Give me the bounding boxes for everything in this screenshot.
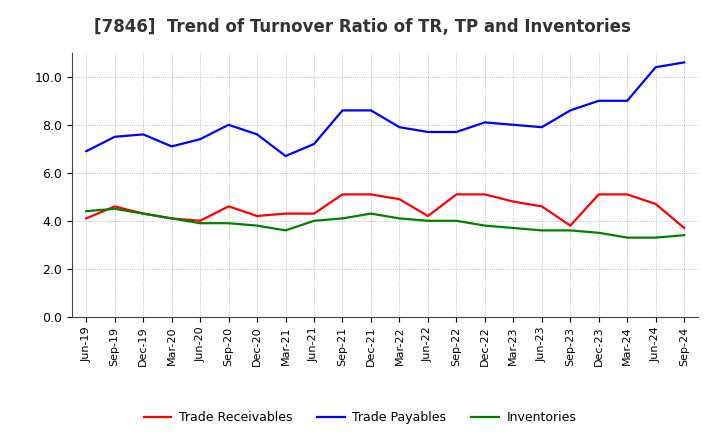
Inventories <box>82 209 91 214</box>
Trade Receivables <box>310 211 318 216</box>
Inventories <box>139 211 148 216</box>
Trade Payables <box>338 108 347 113</box>
Inventories <box>338 216 347 221</box>
Trade Payables <box>595 98 603 103</box>
Inventories <box>110 206 119 212</box>
Trade Receivables <box>282 211 290 216</box>
Trade Payables <box>480 120 489 125</box>
Inventories <box>366 211 375 216</box>
Inventories <box>282 228 290 233</box>
Trade Receivables <box>452 192 461 197</box>
Inventories <box>452 218 461 224</box>
Trade Receivables <box>196 218 204 224</box>
Inventories <box>480 223 489 228</box>
Trade Payables <box>225 122 233 128</box>
Trade Payables <box>110 134 119 139</box>
Trade Receivables <box>566 223 575 228</box>
Inventories <box>253 223 261 228</box>
Inventories <box>395 216 404 221</box>
Trade Receivables <box>595 192 603 197</box>
Trade Receivables <box>253 213 261 219</box>
Trade Receivables <box>652 202 660 207</box>
Inventories <box>680 233 688 238</box>
Trade Receivables <box>225 204 233 209</box>
Trade Payables <box>253 132 261 137</box>
Trade Payables <box>537 125 546 130</box>
Trade Payables <box>395 125 404 130</box>
Inventories <box>167 216 176 221</box>
Trade Payables <box>282 154 290 159</box>
Trade Payables <box>139 132 148 137</box>
Inventories <box>652 235 660 240</box>
Trade Payables <box>623 98 631 103</box>
Trade Payables <box>366 108 375 113</box>
Line: Inventories: Inventories <box>86 209 684 238</box>
Trade Receivables <box>395 197 404 202</box>
Inventories <box>310 218 318 224</box>
Inventories <box>537 228 546 233</box>
Inventories <box>225 220 233 226</box>
Inventories <box>509 225 518 231</box>
Inventories <box>196 220 204 226</box>
Legend: Trade Receivables, Trade Payables, Inventories: Trade Receivables, Trade Payables, Inven… <box>139 407 581 429</box>
Trade Receivables <box>680 225 688 231</box>
Trade Receivables <box>480 192 489 197</box>
Trade Receivables <box>338 192 347 197</box>
Inventories <box>595 230 603 235</box>
Trade Payables <box>196 136 204 142</box>
Inventories <box>566 228 575 233</box>
Trade Payables <box>167 144 176 149</box>
Trade Receivables <box>110 204 119 209</box>
Trade Payables <box>566 108 575 113</box>
Inventories <box>623 235 631 240</box>
Trade Payables <box>680 60 688 65</box>
Trade Receivables <box>509 199 518 204</box>
Trade Payables <box>82 149 91 154</box>
Trade Payables <box>423 129 432 135</box>
Text: [7846]  Trend of Turnover Ratio of TR, TP and Inventories: [7846] Trend of Turnover Ratio of TR, TP… <box>94 18 631 36</box>
Trade Receivables <box>139 211 148 216</box>
Line: Trade Receivables: Trade Receivables <box>86 194 684 228</box>
Trade Payables <box>509 122 518 128</box>
Trade Payables <box>652 65 660 70</box>
Line: Trade Payables: Trade Payables <box>86 62 684 156</box>
Trade Payables <box>310 141 318 147</box>
Trade Receivables <box>167 216 176 221</box>
Trade Receivables <box>537 204 546 209</box>
Trade Payables <box>452 129 461 135</box>
Trade Receivables <box>423 213 432 219</box>
Trade Receivables <box>366 192 375 197</box>
Trade Receivables <box>623 192 631 197</box>
Inventories <box>423 218 432 224</box>
Trade Receivables <box>82 216 91 221</box>
